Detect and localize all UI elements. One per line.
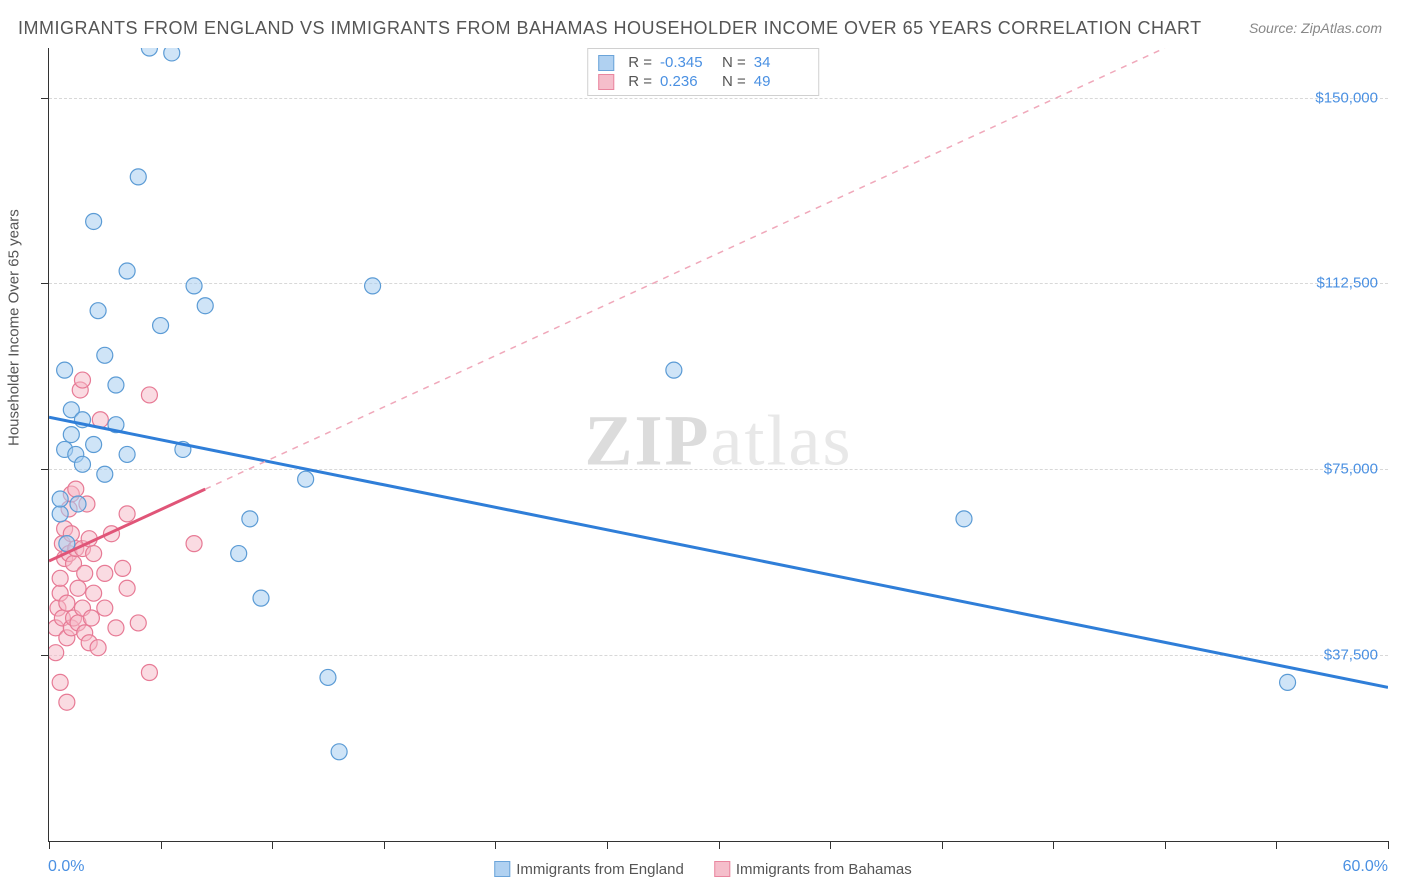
england-point xyxy=(74,456,90,472)
stats-row-bahamas: R = 0.236 N = 49 xyxy=(598,72,808,91)
swatch-bahamas xyxy=(598,74,614,90)
england-point xyxy=(90,303,106,319)
bahamas-point xyxy=(52,674,68,690)
x-tick xyxy=(49,841,50,849)
england-point xyxy=(1280,674,1296,690)
england-point xyxy=(365,278,381,294)
bahamas-point xyxy=(141,387,157,403)
bahamas-point xyxy=(97,600,113,616)
y-tick xyxy=(41,469,49,470)
swatch-england xyxy=(598,55,614,71)
bahamas-point xyxy=(119,580,135,596)
england-point xyxy=(108,377,124,393)
series-legend: Immigrants from England Immigrants from … xyxy=(494,861,911,878)
bahamas-point xyxy=(49,645,64,661)
england-point xyxy=(164,48,180,61)
trend-line-england xyxy=(49,417,1388,687)
x-tick xyxy=(495,841,496,849)
source-attribution: Source: ZipAtlas.com xyxy=(1249,20,1382,36)
x-tick xyxy=(942,841,943,849)
y-tick xyxy=(41,98,49,99)
legend-item-bahamas: Immigrants from Bahamas xyxy=(714,861,912,878)
bahamas-point xyxy=(119,506,135,522)
trend-line-bahamas-dashed xyxy=(205,48,1165,489)
bahamas-point xyxy=(186,536,202,552)
bahamas-point xyxy=(68,481,84,497)
x-tick xyxy=(272,841,273,849)
bahamas-point xyxy=(83,610,99,626)
bahamas-point xyxy=(86,585,102,601)
x-tick xyxy=(607,841,608,849)
legend-label-england: Immigrants from England xyxy=(516,861,684,878)
x-tick xyxy=(1053,841,1054,849)
england-point xyxy=(153,318,169,334)
bahamas-point xyxy=(77,565,93,581)
england-point xyxy=(52,491,68,507)
england-point xyxy=(119,263,135,279)
x-tick xyxy=(1165,841,1166,849)
bahamas-point xyxy=(74,372,90,388)
bahamas-point xyxy=(90,640,106,656)
england-point xyxy=(86,437,102,453)
x-tick xyxy=(830,841,831,849)
swatch-bahamas-bottom xyxy=(714,861,730,877)
x-tick xyxy=(161,841,162,849)
england-point xyxy=(97,347,113,363)
y-tick xyxy=(41,283,49,284)
y-tick xyxy=(41,655,49,656)
england-point xyxy=(666,362,682,378)
england-point xyxy=(86,213,102,229)
r-value-bahamas: 0.236 xyxy=(660,73,714,90)
n-value-england: 34 xyxy=(754,54,808,71)
england-point xyxy=(57,362,73,378)
england-point xyxy=(197,298,213,314)
bahamas-point xyxy=(59,694,75,710)
n-label: N = xyxy=(722,73,746,90)
england-point xyxy=(119,446,135,462)
stats-legend: R = -0.345 N = 34 R = 0.236 N = 49 xyxy=(587,48,819,96)
england-point xyxy=(52,506,68,522)
x-axis-max-label: 60.0% xyxy=(1343,858,1388,876)
x-tick xyxy=(719,841,720,849)
y-axis-label: Householder Income Over 65 years xyxy=(6,209,23,446)
x-tick xyxy=(1388,841,1389,849)
england-point xyxy=(242,511,258,527)
r-value-england: -0.345 xyxy=(660,54,714,71)
bahamas-point xyxy=(59,595,75,611)
x-axis-min-label: 0.0% xyxy=(48,858,84,876)
england-point xyxy=(956,511,972,527)
stats-row-england: R = -0.345 N = 34 xyxy=(598,53,808,72)
england-point xyxy=(97,466,113,482)
bahamas-point xyxy=(70,580,86,596)
chart-title: IMMIGRANTS FROM ENGLAND VS IMMIGRANTS FR… xyxy=(18,18,1202,39)
england-point xyxy=(253,590,269,606)
n-label: N = xyxy=(722,54,746,71)
england-point xyxy=(331,744,347,760)
swatch-england-bottom xyxy=(494,861,510,877)
england-point xyxy=(320,669,336,685)
n-value-bahamas: 49 xyxy=(754,73,808,90)
r-label: R = xyxy=(628,73,652,90)
legend-label-bahamas: Immigrants from Bahamas xyxy=(736,861,912,878)
r-label: R = xyxy=(628,54,652,71)
england-point xyxy=(141,48,157,56)
england-point xyxy=(70,496,86,512)
bahamas-point xyxy=(52,570,68,586)
bahamas-point xyxy=(108,620,124,636)
x-tick xyxy=(1276,841,1277,849)
england-point xyxy=(63,427,79,443)
legend-item-england: Immigrants from England xyxy=(494,861,684,878)
bahamas-point xyxy=(115,560,131,576)
england-point xyxy=(130,169,146,185)
bahamas-point xyxy=(130,615,146,631)
england-point xyxy=(298,471,314,487)
england-point xyxy=(186,278,202,294)
bahamas-point xyxy=(141,664,157,680)
england-point xyxy=(231,546,247,562)
plot-area: ZIPatlas $37,500$75,000$112,500$150,000 xyxy=(48,48,1388,842)
x-tick xyxy=(384,841,385,849)
bahamas-point xyxy=(97,565,113,581)
chart-svg xyxy=(49,48,1388,841)
bahamas-point xyxy=(86,546,102,562)
